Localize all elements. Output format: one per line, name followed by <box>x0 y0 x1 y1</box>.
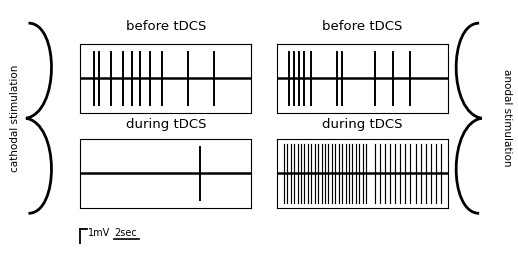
Text: during tDCS: during tDCS <box>322 118 403 131</box>
Text: before tDCS: before tDCS <box>322 20 403 33</box>
Text: cathodal stimulation: cathodal stimulation <box>9 65 20 172</box>
Text: before tDCS: before tDCS <box>125 20 206 33</box>
Text: during tDCS: during tDCS <box>125 118 206 131</box>
Text: anodal stimulation: anodal stimulation <box>501 69 512 167</box>
Text: 2sec: 2sec <box>114 228 137 238</box>
Text: 1mV: 1mV <box>88 228 110 238</box>
